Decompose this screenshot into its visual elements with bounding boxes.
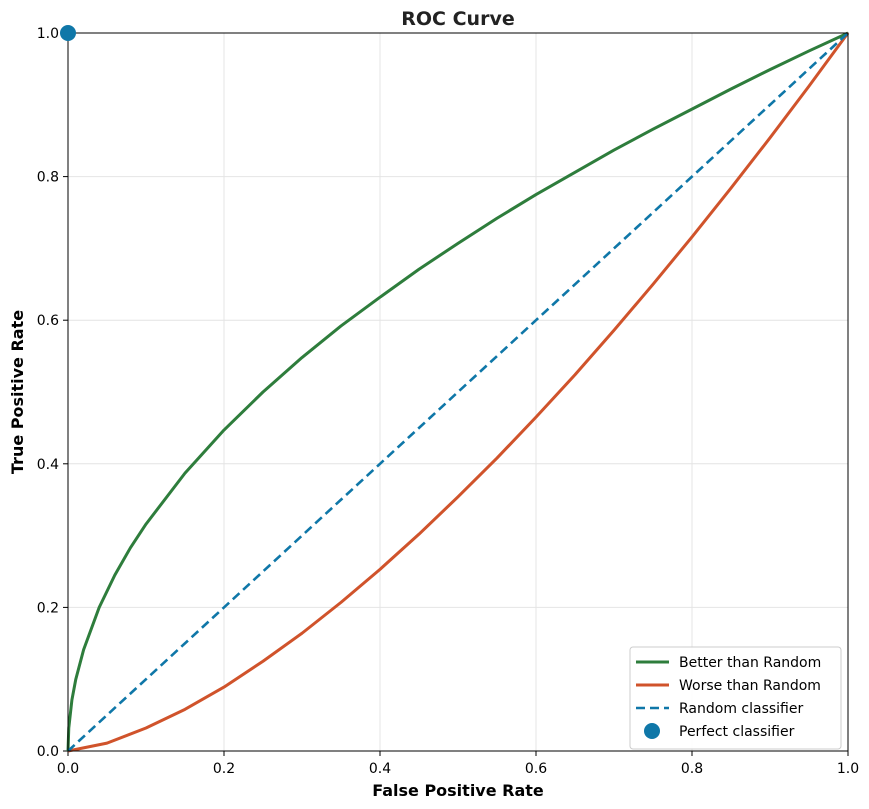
y-tick-label: 0.4 [37, 457, 59, 473]
marker-points [60, 25, 76, 41]
y-tick-label: 0.6 [37, 313, 59, 329]
y-tick-label: 0.0 [37, 744, 59, 760]
x-tick-label: 0.2 [213, 761, 235, 777]
series-lines [66, 31, 850, 753]
chart-title: ROC Curve [401, 8, 514, 30]
plot-frame [67, 32, 849, 752]
y-axis-title: True Positive Rate [8, 310, 27, 474]
x-tick-label: 0.6 [525, 761, 547, 777]
x-axis-title: False Positive Rate [372, 781, 544, 800]
x-tick-label: 0.0 [57, 761, 79, 777]
legend: Better than Random Worse than Random Rando… [629, 646, 842, 750]
series-line-random-classifier [67, 32, 849, 752]
x-tick-label: 0.4 [369, 761, 391, 777]
axis-ticks: 0.0 0.2 0.4 0.6 0.8 1.0 0.0 0.2 0.4 0.6 0.8 1.0 [37, 26, 859, 777]
series-line-better-than-random [66, 31, 849, 752]
legend-label-random-classifier: Random classifier [679, 701, 803, 717]
legend-box [629, 646, 842, 750]
y-tick-label: 0.8 [37, 170, 59, 186]
legend-label-worse-than-random: Worse than Random [679, 678, 821, 694]
legend-label-better-than-random: Better than Random [679, 655, 821, 671]
legend-swatch-perfect-classifier [644, 723, 660, 739]
series-line-worse-than-random [67, 32, 850, 753]
x-tick-label: 1.0 [837, 761, 859, 777]
y-tick-label: 0.2 [37, 600, 59, 616]
legend-label-perfect-classifier: Perfect classifier [679, 724, 795, 740]
perfect-classifier-point [60, 25, 76, 41]
x-tick-label: 0.8 [681, 761, 703, 777]
y-tick-label: 1.0 [37, 26, 59, 42]
